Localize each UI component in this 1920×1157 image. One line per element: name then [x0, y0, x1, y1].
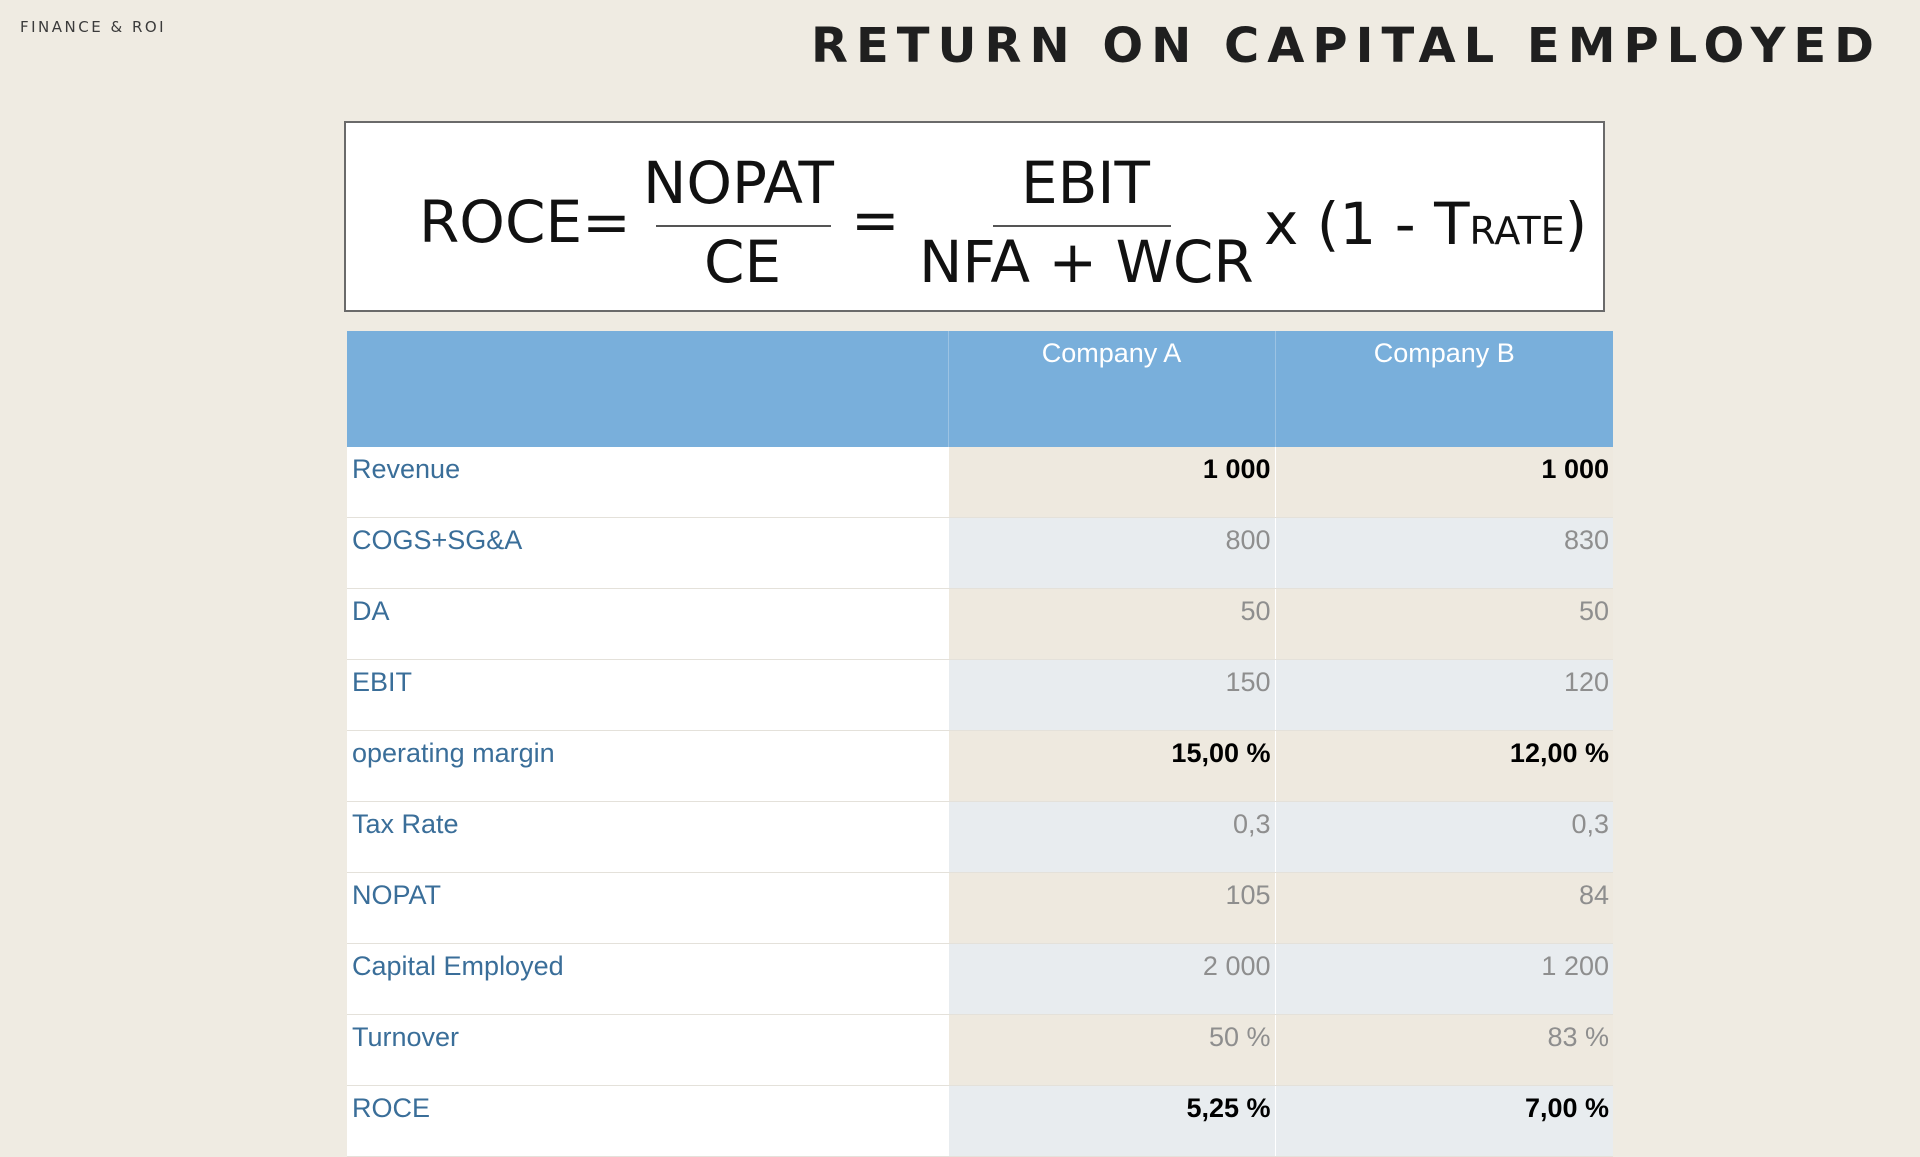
company-a-value: 5,25 % [947, 1085, 1275, 1157]
table-row: Turnover 50 % 83 % [347, 1014, 1613, 1086]
company-a-value: 0,3 [947, 801, 1275, 873]
formula-denominator-ce: CE [704, 228, 782, 296]
formula-numerator-nopat: NOPAT [643, 149, 834, 217]
section-label: FINANCE & ROI [20, 18, 167, 36]
table-row: NOPAT 105 84 [347, 872, 1613, 944]
company-b-value: 83 % [1274, 1014, 1613, 1086]
header-company-b: Company B [1274, 331, 1613, 447]
row-label: Tax Rate [347, 801, 948, 873]
table-header-row: Company A Company B [347, 331, 1613, 447]
row-label: EBIT [347, 659, 948, 731]
row-label: Revenue [347, 447, 948, 518]
multiplier-prefix: x (1 - T [1264, 190, 1470, 258]
formula-numerator-ebit: EBIT [1021, 149, 1150, 217]
fraction-bar-2 [993, 225, 1171, 227]
company-a-value: 2 000 [947, 943, 1275, 1015]
row-label: ROCE [347, 1085, 948, 1157]
header-company-a: Company A [947, 331, 1275, 447]
company-a-value: 150 [947, 659, 1275, 731]
multiplier-suffix: ) [1564, 190, 1588, 258]
company-b-value: 7,00 % [1274, 1085, 1613, 1157]
row-label: NOPAT [347, 872, 948, 944]
row-label: Capital Employed [347, 943, 948, 1015]
company-b-value: 84 [1274, 872, 1613, 944]
company-b-value: 50 [1274, 588, 1613, 660]
formula-denominator-nfa-wcr: NFA + WCR [919, 228, 1254, 296]
company-a-value: 50 % [947, 1014, 1275, 1086]
row-label: DA [347, 588, 948, 660]
table-row: COGS+SG&A 800 830 [347, 517, 1613, 589]
row-label: Turnover [347, 1014, 948, 1086]
fraction-bar-1 [656, 225, 831, 227]
table-row: Revenue 1 000 1 000 [347, 447, 1613, 518]
company-b-value: 0,3 [1274, 801, 1613, 873]
table-row: operating margin 15,00 % 12,00 % [347, 730, 1613, 802]
table-row: Capital Employed 2 000 1 200 [347, 943, 1613, 1015]
company-b-value: 12,00 % [1274, 730, 1613, 802]
table-row: EBIT 150 120 [347, 659, 1613, 731]
table-row: DA 50 50 [347, 588, 1613, 660]
roce-comparison-table: Company A Company B Revenue 1 000 1 000 COG… [347, 331, 1613, 1157]
table-body: Revenue 1 000 1 000 COGS+SG&A 800 830 DA 50 50 EB… [347, 447, 1613, 1157]
table-row: ROCE 5,25 % 7,00 % [347, 1085, 1613, 1157]
formula-lhs: ROCE= [419, 188, 631, 256]
company-b-value: 120 [1274, 659, 1613, 731]
company-a-value: 105 [947, 872, 1275, 944]
company-a-value: 15,00 % [947, 730, 1275, 802]
company-b-value: 830 [1274, 517, 1613, 589]
slide-title: RETURN ON CAPITAL EMPLOYED [811, 18, 1882, 74]
company-a-value: 50 [947, 588, 1275, 660]
header-empty-cell [347, 331, 948, 447]
row-label: COGS+SG&A [347, 517, 948, 589]
table-row: Tax Rate 0,3 0,3 [347, 801, 1613, 873]
roce-formula-box: ROCE= NOPAT CE = EBIT NFA + WCR x (1 - T… [344, 121, 1605, 312]
company-a-value: 800 [947, 517, 1275, 589]
formula-equals: = [851, 186, 900, 254]
company-b-value: 1 200 [1274, 943, 1613, 1015]
multiplier-subscript: RATE [1469, 209, 1565, 253]
company-a-value: 1 000 [947, 447, 1275, 518]
formula-tax-multiplier: x (1 - TRATE) [1264, 195, 1587, 253]
row-label: operating margin [347, 730, 948, 802]
company-b-value: 1 000 [1274, 447, 1613, 518]
